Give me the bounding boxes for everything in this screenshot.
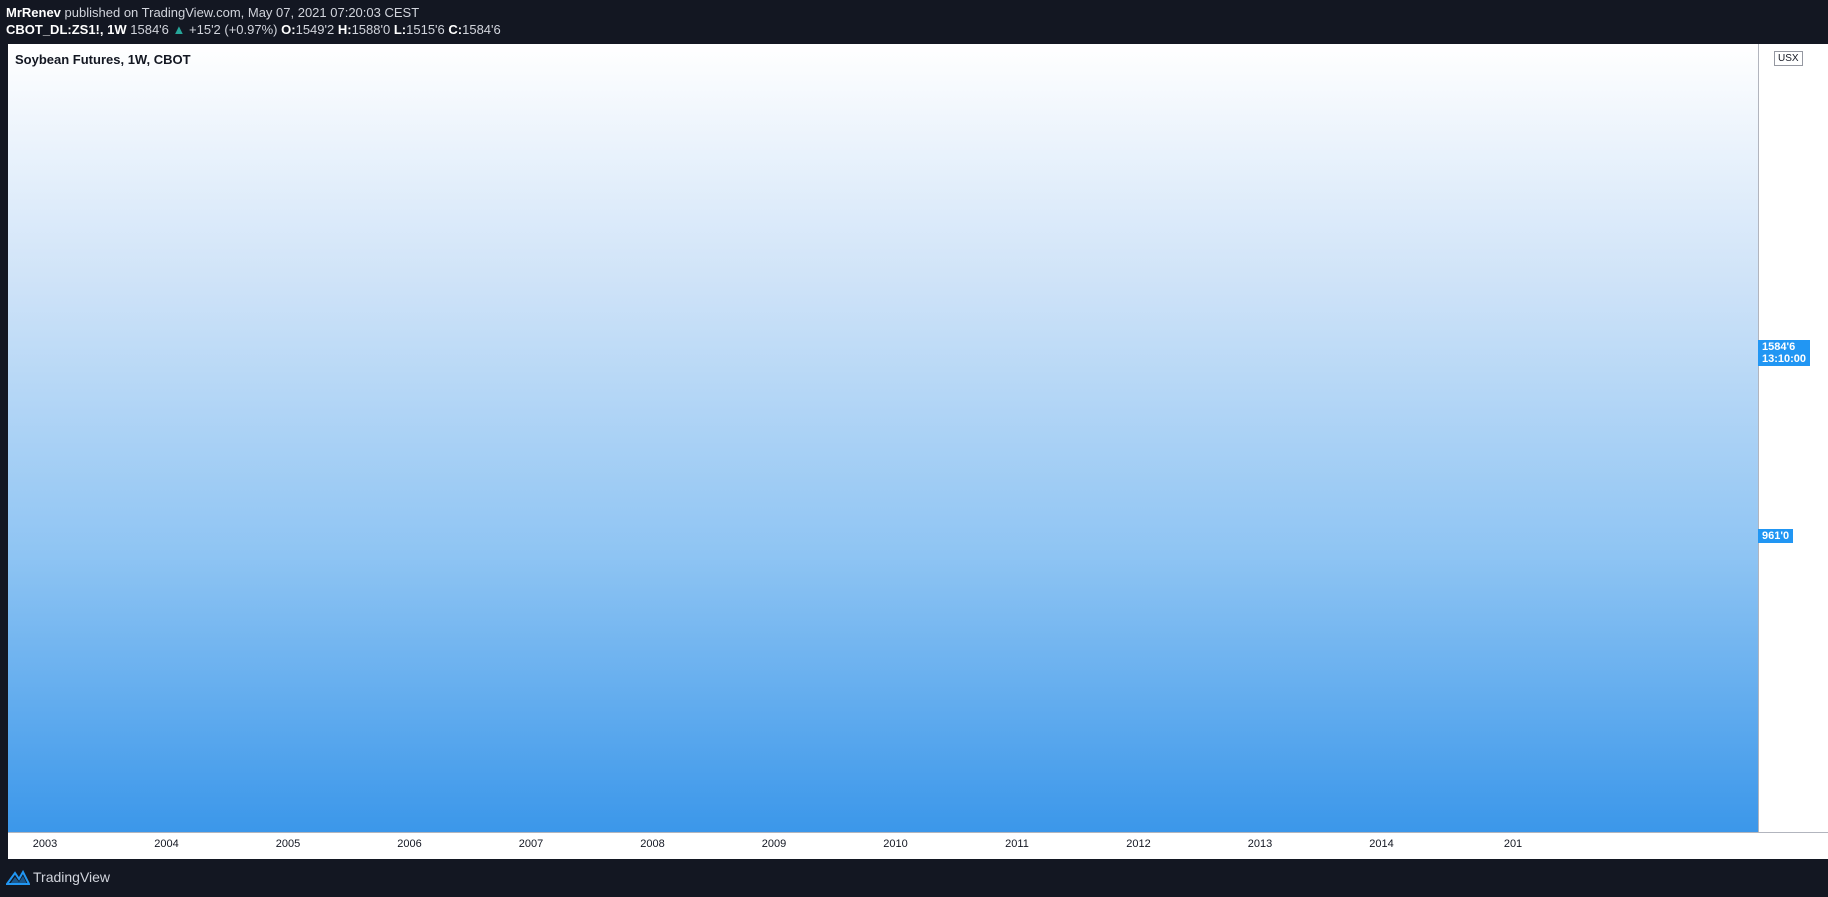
close-value: 1584'6 bbox=[462, 22, 501, 37]
time-tick-label: 2014 bbox=[1369, 838, 1394, 850]
low-value: 1515'6 bbox=[406, 22, 445, 37]
change-up-icon: ▲ bbox=[172, 22, 186, 37]
publish-text: published on TradingView.com, May 07, 20… bbox=[64, 5, 420, 20]
time-tick-label: 2010 bbox=[883, 838, 908, 850]
tradingview-logo-icon[interactable] bbox=[6, 869, 30, 885]
change-value: +15'2 (+0.97%) bbox=[189, 22, 278, 37]
close-label: C: bbox=[448, 22, 463, 37]
time-tick-label: 2003 bbox=[32, 838, 58, 850]
time-tick-label: 2008 bbox=[640, 838, 665, 850]
time-axis[interactable]: 2003 2004 2005 2006 2007 2008 2009 2010 2011 2012… bbox=[8, 832, 1828, 860]
footer: TradingView bbox=[0, 859, 1828, 897]
last-price: 1584'6 bbox=[130, 22, 169, 37]
price-axis-svg bbox=[1759, 44, 1828, 832]
time-tick-label: 2012 bbox=[1126, 838, 1151, 850]
symbol-label: CBOT_DL:ZS1!, 1W bbox=[6, 22, 127, 37]
secondary-price-badge: 961'0 bbox=[1758, 529, 1794, 543]
ohlc-line: CBOT_DL:ZS1!, 1W 1584'6 ▲ +15'2 (+0.97%)… bbox=[6, 22, 501, 37]
chart-header: MrRenev published on TradingView.com, Ma… bbox=[0, 0, 1828, 44]
price-axis[interactable] bbox=[1758, 44, 1828, 832]
chart-svg[interactable]: 2.618(2387'6)2(1810'2)1.618(1525'4)1(115… bbox=[8, 44, 1758, 832]
time-tick-label: 2009 bbox=[761, 838, 787, 850]
time-tick-label: 2013 bbox=[1247, 838, 1273, 850]
last-price-badge: 1584'6 13:10:00 bbox=[1758, 340, 1811, 366]
time-tick-label: 2006 bbox=[397, 838, 422, 850]
low-label: L: bbox=[393, 22, 407, 37]
open-label: O: bbox=[281, 22, 296, 37]
time-tick-label: 201 bbox=[1503, 838, 1523, 850]
time-tick-label: 2004 bbox=[154, 838, 179, 850]
time-tick-label: 2011 bbox=[1005, 838, 1029, 850]
open-value: 1549'2 bbox=[295, 22, 335, 37]
footer-brand[interactable]: TradingView bbox=[33, 869, 111, 885]
last-price-badge-price: 1584'6 bbox=[1762, 341, 1796, 353]
high-label: H: bbox=[337, 22, 352, 37]
currency-badge[interactable]: USX bbox=[1774, 51, 1803, 66]
time-tick-label: 2005 bbox=[275, 838, 301, 850]
author-name[interactable]: MrRenev bbox=[6, 5, 61, 20]
chart-title: Soybean Futures, 1W, CBOT bbox=[15, 52, 191, 67]
high-value: 1588'0 bbox=[351, 22, 391, 37]
chart-pane[interactable]: 2.618(2387'6)2(1810'2)1.618(1525'4)1(115… bbox=[8, 44, 1758, 832]
time-tick-label: 2007 bbox=[518, 838, 544, 850]
publish-line: MrRenev published on TradingView.com, Ma… bbox=[6, 5, 419, 20]
bar-countdown: 13:10:00 bbox=[1762, 353, 1807, 365]
